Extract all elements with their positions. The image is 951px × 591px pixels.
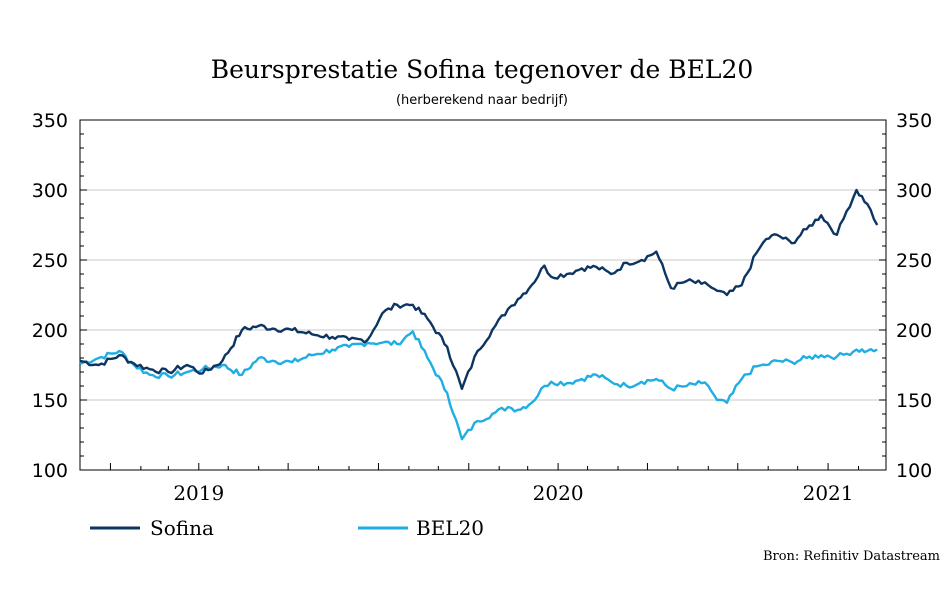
y-tick-label-right-250: 250 bbox=[896, 250, 932, 272]
y-tick-label-left-200: 200 bbox=[32, 320, 68, 342]
y-tick-label-left-300: 300 bbox=[32, 180, 68, 202]
axis-ticks: 100 100 150 150 200 200 250 250 300 300 350 350 2019… bbox=[32, 110, 933, 505]
x-tick-label-2021: 2021 bbox=[803, 481, 854, 505]
chart-subtitle: (herberekend naar bedrijf) bbox=[396, 93, 568, 108]
y-tick-label-right-150: 150 bbox=[896, 390, 932, 412]
y-tick-label-right-100: 100 bbox=[896, 460, 932, 482]
chart-title: Beursprestatie Sofina tegenover de BEL20 bbox=[211, 55, 754, 84]
series-line-bel20 bbox=[79, 330, 878, 441]
y-tick-label-left-150: 150 bbox=[32, 390, 68, 412]
y-tick-label-left-100: 100 bbox=[32, 460, 68, 482]
x-tick-label-2020: 2020 bbox=[533, 481, 584, 505]
legend-label-bel20: BEL20 bbox=[416, 516, 484, 540]
y-tick-label-right-300: 300 bbox=[896, 180, 932, 202]
x-tick-label-2019: 2019 bbox=[173, 481, 224, 505]
y-tick-label-right-200: 200 bbox=[896, 320, 932, 342]
gridlines bbox=[80, 189, 886, 401]
source-note: Bron: Refinitiv Datastream bbox=[763, 549, 940, 564]
legend-label-sofina: Sofina bbox=[150, 516, 214, 540]
y-tick-label-left-250: 250 bbox=[32, 250, 68, 272]
y-tick-label-left-350: 350 bbox=[32, 110, 68, 132]
legend: Sofina BEL20 bbox=[90, 516, 484, 540]
series-lines bbox=[79, 188, 879, 441]
plot-frame bbox=[79, 119, 887, 471]
y-tick-label-right-350: 350 bbox=[896, 110, 932, 132]
series-line-sofina bbox=[79, 188, 879, 390]
